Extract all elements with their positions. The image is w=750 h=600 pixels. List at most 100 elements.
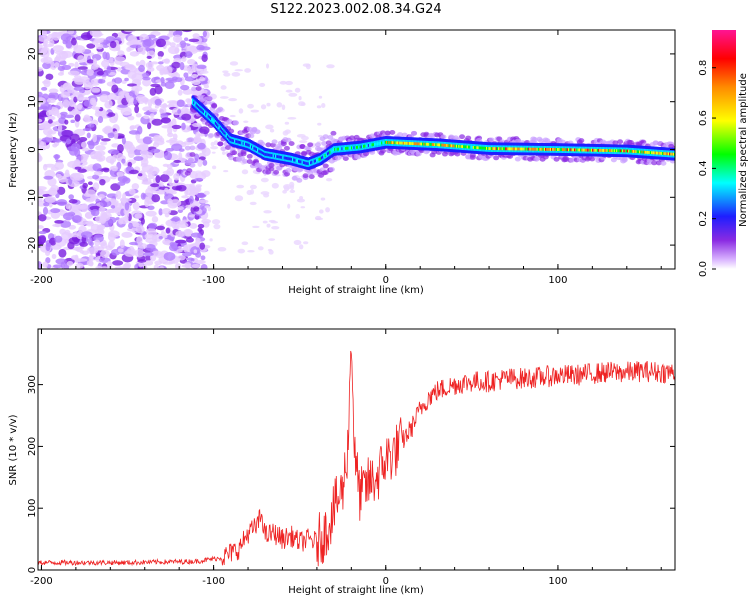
heat-cell: [123, 30, 136, 33]
heat-cell: [249, 201, 257, 206]
heat-cell: [50, 211, 61, 219]
heat-cell: [384, 140, 388, 144]
chart-title: S122.2023.002.08.34.G24: [270, 2, 441, 17]
heat-cell: [195, 131, 201, 139]
heat-cell: [94, 239, 101, 247]
heat-cell: [336, 147, 339, 151]
heat-cell: [305, 63, 311, 70]
heat-cell: [144, 243, 156, 251]
heat-cell: [43, 127, 53, 136]
heat-cell: [308, 174, 315, 180]
heat-cell: [588, 148, 591, 152]
heat-cell: [90, 156, 98, 160]
heat-cell: [195, 259, 206, 265]
heat-cell: [242, 159, 249, 164]
heat-cell: [154, 98, 162, 106]
heat-cell: [294, 158, 297, 162]
heat-cell: [122, 216, 129, 221]
heat-cell: [312, 160, 315, 164]
heat-cell: [113, 130, 119, 140]
heat-cell: [282, 156, 285, 160]
heat-cell: [98, 257, 111, 263]
heat-cell: [64, 229, 71, 236]
heat-cell: [488, 147, 491, 150]
heat-cell: [639, 150, 642, 154]
heat-cell: [197, 159, 203, 167]
heat-cell: [355, 145, 359, 149]
heat-cell: [284, 129, 291, 134]
heat-cell: [500, 147, 503, 151]
heat-cell: [133, 195, 140, 199]
heat-cell: [86, 69, 95, 76]
heat-cell: [306, 162, 309, 166]
heat-cell: [177, 206, 184, 211]
heat-cell: [57, 124, 63, 132]
heat-cell: [586, 148, 589, 152]
heat-cell: [165, 227, 171, 234]
heat-cell: [271, 154, 274, 158]
heat-cell: [151, 118, 163, 126]
heat-cell: [311, 160, 314, 164]
heat-cell: [67, 70, 80, 76]
heat-cell: [271, 139, 278, 145]
heat-cell: [57, 175, 67, 183]
heat-cell: [631, 149, 635, 153]
heat-cell: [297, 159, 301, 163]
heat-cell: [71, 255, 79, 261]
heat-cell: [140, 217, 145, 225]
heat-cell: [135, 61, 140, 66]
heat-cell: [109, 60, 115, 66]
heat-cell: [98, 194, 106, 199]
heat-cell: [77, 168, 87, 173]
heat-cell: [617, 139, 624, 145]
heat-cell: [551, 147, 554, 151]
heat-cell: [38, 97, 46, 105]
heat-cell: [77, 97, 90, 101]
heat-cell: [571, 148, 574, 152]
heat-cell: [400, 141, 403, 145]
heat-cell: [38, 225, 44, 229]
heat-cell: [237, 248, 246, 254]
heat-cell: [132, 201, 140, 211]
heat-cell: [448, 144, 452, 148]
heat-cell: [389, 141, 392, 144]
heat-cell: [419, 142, 423, 146]
heat-cell: [160, 117, 171, 124]
heat-cell: [115, 190, 122, 200]
heat-cell: [465, 135, 472, 141]
heat-cell: [59, 228, 66, 235]
heat-cell: [287, 157, 290, 160]
heat-cell: [301, 160, 305, 164]
heat-cell: [95, 145, 106, 151]
heat-cell: [41, 86, 48, 91]
heat-cell: [54, 138, 62, 143]
heat-cell: [322, 163, 329, 169]
heat-cell: [342, 147, 345, 151]
heat-cell: [106, 92, 117, 102]
heat-cell: [244, 142, 248, 146]
heat-cell: [320, 156, 324, 160]
heat-cell: [48, 104, 53, 110]
heat-cell: [54, 161, 65, 170]
heat-cell: [539, 147, 542, 151]
heat-cell: [401, 132, 408, 138]
heat-cell: [209, 238, 213, 242]
heat-cell: [405, 141, 408, 145]
heat-cell: [547, 147, 550, 151]
heat-cell: [525, 147, 529, 151]
heat-cell: [283, 156, 286, 160]
heat-cell: [649, 151, 653, 155]
heat-cell: [595, 148, 599, 152]
heat-cell: [140, 192, 146, 200]
heat-cell: [284, 121, 290, 125]
heat-cell: [176, 249, 183, 253]
heat-cell: [596, 148, 600, 152]
heat-cell: [80, 141, 87, 148]
heat-cell: [81, 147, 90, 152]
heat-cell: [223, 131, 226, 135]
heat-cell: [320, 197, 326, 201]
heat-cell: [194, 102, 197, 106]
heat-cell: [359, 145, 362, 149]
heat-cell: [91, 64, 99, 70]
heat-cell: [566, 148, 570, 152]
